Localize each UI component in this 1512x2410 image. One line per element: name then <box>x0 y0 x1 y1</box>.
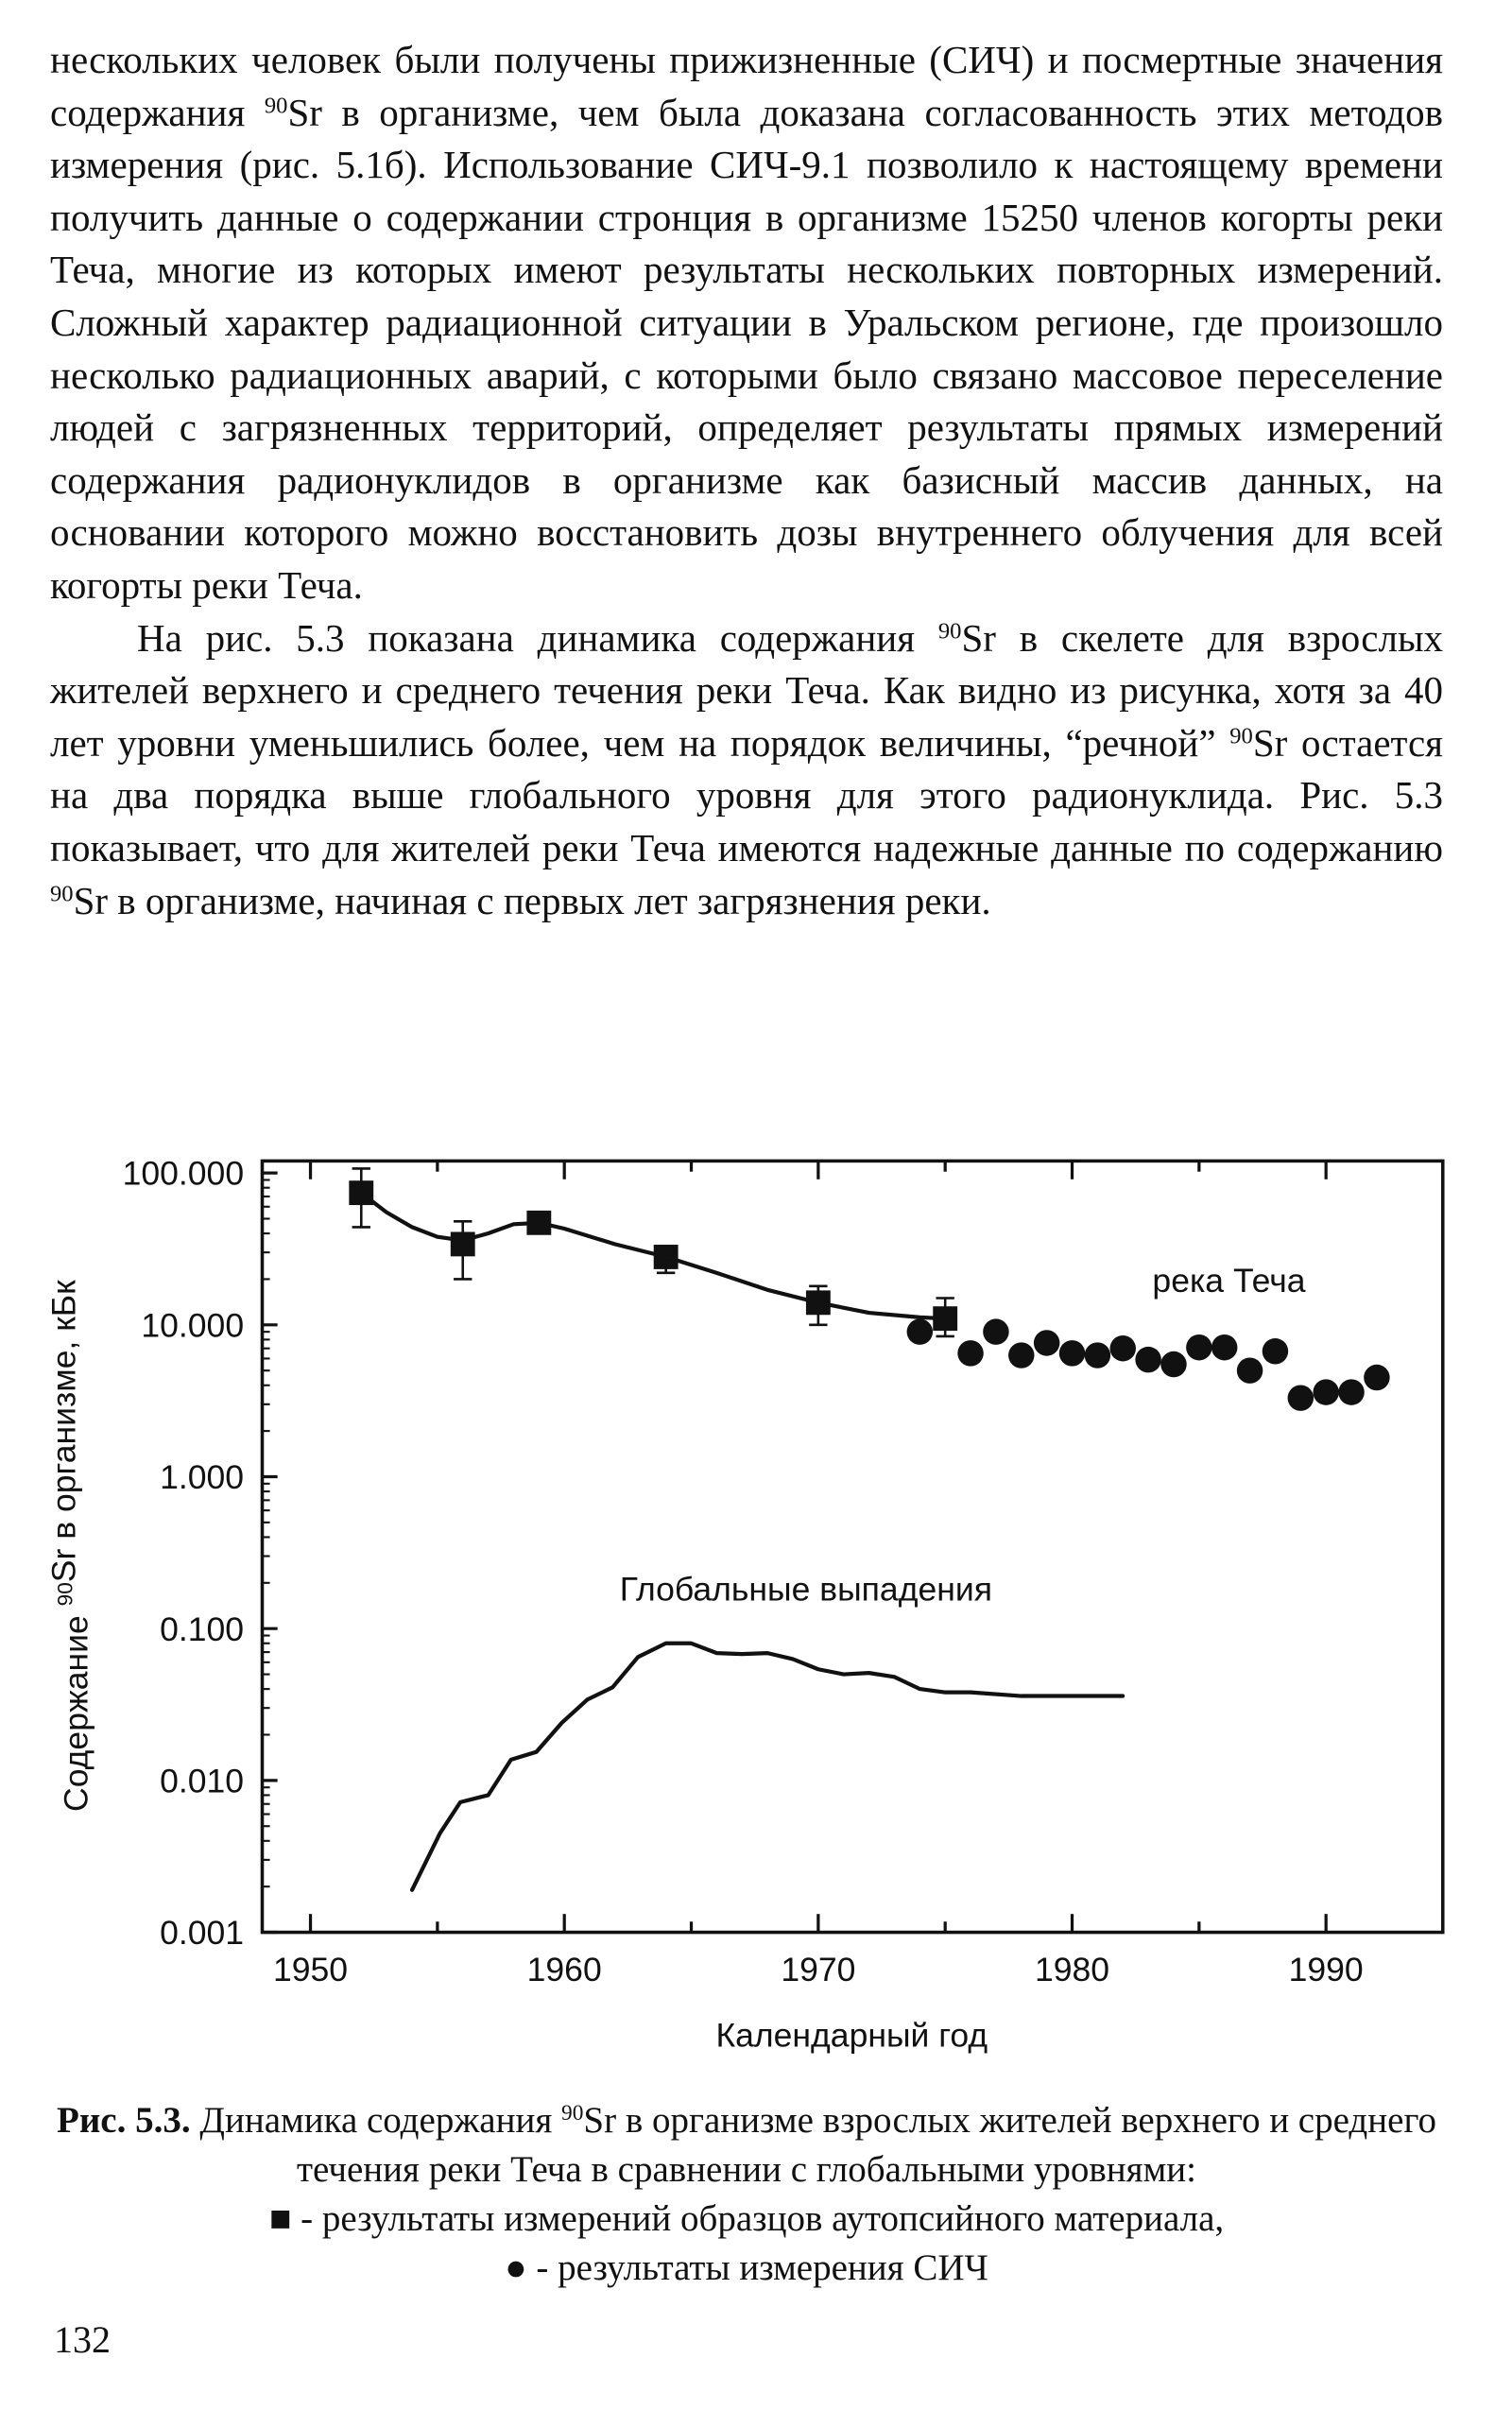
x-axis-label: Календарный год <box>715 2016 988 2054</box>
text-run: Sr в организме, кБк <box>45 1280 83 1582</box>
y-tick-label: 10.000 <box>141 1306 244 1344</box>
circle-marker <box>1084 1342 1111 1369</box>
y-tick-label: 0.100 <box>160 1610 244 1648</box>
text-run: Динамика содержания <box>190 2100 562 2141</box>
caption-legend-line: ● - результаты измерения СИЧ <box>505 2247 988 2288</box>
text-run: нескольких человек были получены прижизн… <box>50 38 1443 134</box>
text-run: Sr в скелете для взрослых жителей верхне… <box>50 615 1443 765</box>
plot-frame <box>260 1159 1445 1935</box>
text-run: Sr остается на два порядка выше глобальн… <box>50 720 1443 869</box>
caption-legend-line: ■ - результаты измерений образцов аутопс… <box>268 2198 1225 2239</box>
text-run: Sr в организме, чем была доказана соглас… <box>50 90 1443 607</box>
y-tick-label: 100.000 <box>123 1155 244 1193</box>
text-run: Sr в организме взрослых жителей верхнего… <box>297 2100 1436 2190</box>
chart: 0.001 0.010 0.100 1.000 10.000 100.000 1950 196… <box>45 1155 1445 2054</box>
y-axis-label: Содержание 90Sr в организме, кБк <box>45 1280 95 1812</box>
circle-marker <box>1287 1385 1314 1411</box>
y-tick-label: 0.001 <box>160 1914 244 1952</box>
circle-marker <box>1135 1346 1161 1373</box>
annotation: река Теча <box>1152 1262 1305 1300</box>
superscript: 90 <box>264 93 288 119</box>
circle-marker <box>1186 1334 1212 1361</box>
circle-marker <box>1364 1364 1390 1391</box>
circle-marker <box>1211 1334 1238 1361</box>
circle-marker <box>1338 1379 1365 1405</box>
curve <box>359 1191 948 1321</box>
circle-marker <box>1160 1351 1187 1378</box>
x-tick-label: 1970 <box>781 1951 855 1988</box>
y-tick-label: 0.010 <box>160 1762 244 1799</box>
paragraph: нескольких человек были получены прижизн… <box>50 34 1443 612</box>
annotation: Глобальные выпадения <box>620 1571 992 1609</box>
caption-label: Рис. 5.3. <box>57 2100 191 2141</box>
y-tick-label: 1.000 <box>160 1458 244 1496</box>
body-text: нескольких человек были получены прижизн… <box>50 34 1443 927</box>
text-run: Sr в организме, начиная с первых лет заг… <box>73 878 991 922</box>
superscript: 90 <box>937 618 962 645</box>
superscript: 90 <box>561 2101 584 2126</box>
circle-marker <box>906 1318 934 1345</box>
circle-marker <box>1109 1334 1136 1362</box>
x-tick-label: 1950 <box>273 1951 348 1988</box>
circle-marker <box>1058 1340 1086 1367</box>
x-tick-label: 1980 <box>1035 1951 1109 1988</box>
circle-marker <box>983 1318 1009 1345</box>
superscript: 90 <box>1229 723 1253 749</box>
circle-marker <box>1236 1357 1263 1384</box>
superscript: 90 <box>50 880 74 906</box>
superscript: 90 <box>54 1582 77 1606</box>
circle-marker <box>1033 1330 1060 1356</box>
circle-marker <box>957 1340 984 1367</box>
text-run: Содержание <box>58 1606 95 1812</box>
x-tick-label: 1990 <box>1289 1951 1364 1988</box>
page-number: 132 <box>54 2318 111 2361</box>
figure-caption: Рис. 5.3. Динамика содержания 90Sr в орг… <box>50 2096 1443 2293</box>
text-run: На рис. 5.3 показана динамика содержания <box>137 615 938 660</box>
circle-marker <box>1313 1379 1339 1405</box>
curve <box>409 1641 1125 1892</box>
paragraph: На рис. 5.3 показана динамика содержания… <box>50 612 1443 928</box>
circle-marker <box>1262 1338 1289 1365</box>
circle-marker <box>1008 1342 1035 1369</box>
x-tick-label: 1960 <box>527 1951 602 1988</box>
square-marker <box>450 1231 475 1257</box>
caption-text: Рис. 5.3. Динамика содержания 90Sr в орг… <box>50 2096 1443 2195</box>
